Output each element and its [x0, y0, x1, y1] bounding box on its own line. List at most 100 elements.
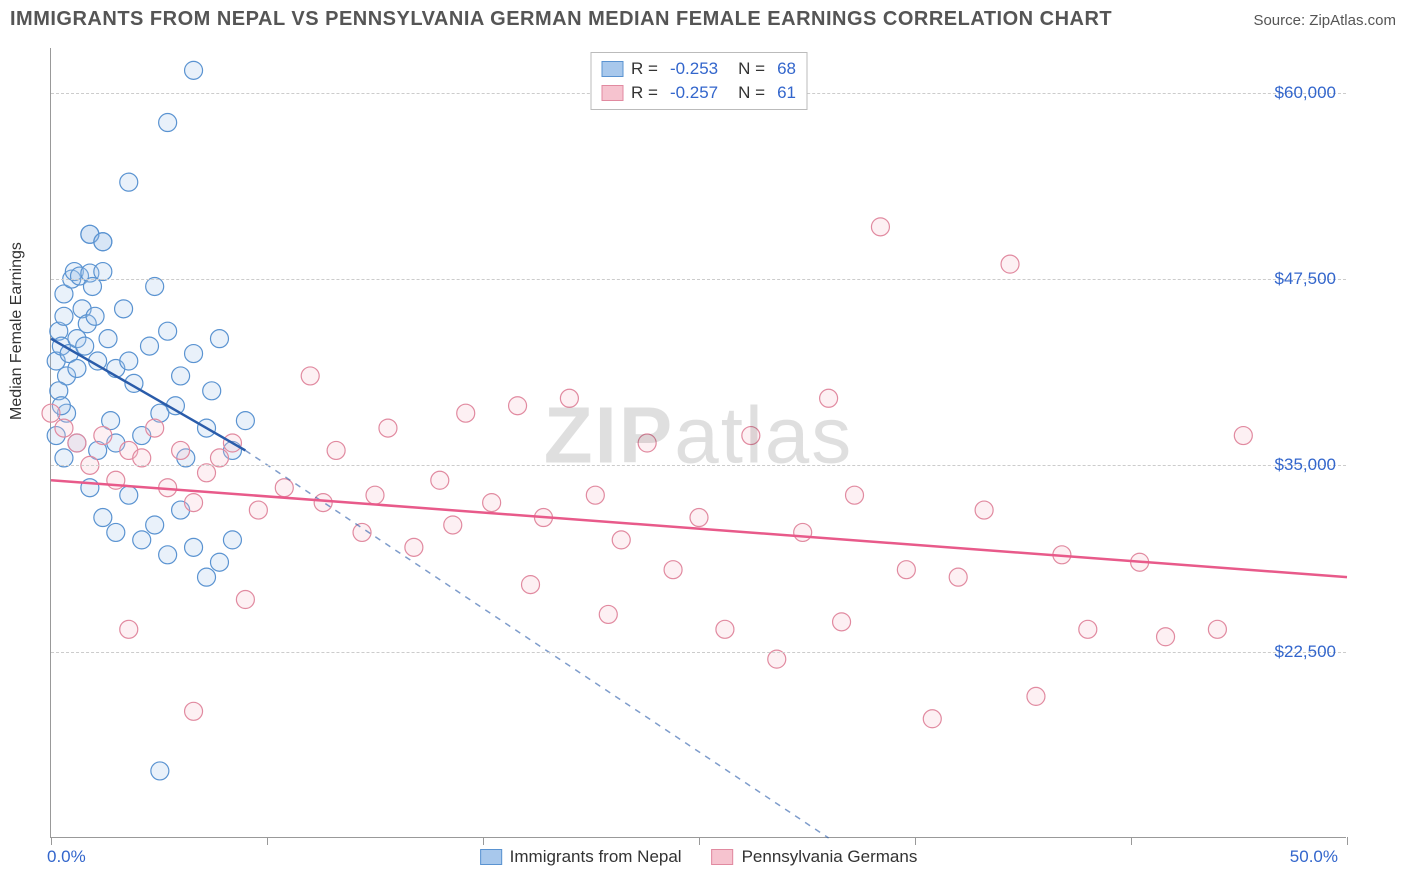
scatter-point — [198, 464, 216, 482]
scatter-point — [716, 620, 734, 638]
scatter-point — [55, 307, 73, 325]
scatter-point — [185, 538, 203, 556]
stat-n-label-2: N = — [738, 83, 765, 103]
scatter-point — [1027, 687, 1045, 705]
series-legend-item-1: Immigrants from Nepal — [480, 847, 682, 867]
x-tick — [1347, 837, 1348, 845]
scatter-point — [1157, 628, 1175, 646]
scatter-point — [1079, 620, 1097, 638]
scatter-point — [444, 516, 462, 534]
scatter-point — [275, 479, 293, 497]
x-tick — [915, 837, 916, 845]
x-tick — [699, 837, 700, 845]
scatter-point — [146, 516, 164, 534]
scatter-point — [107, 523, 125, 541]
scatter-point — [198, 568, 216, 586]
scatter-point — [897, 561, 915, 579]
series-legend: Immigrants from Nepal Pennsylvania Germa… — [480, 847, 918, 867]
scatter-point — [314, 494, 332, 512]
x-tick — [483, 837, 484, 845]
scatter-point — [68, 359, 86, 377]
scatter-point — [94, 263, 112, 281]
scatter-point — [120, 173, 138, 191]
scatter-point — [146, 419, 164, 437]
scatter-point — [99, 330, 117, 348]
scatter-point — [133, 449, 151, 467]
scatter-point — [820, 389, 838, 407]
scatter-point — [159, 546, 177, 564]
scatter-point — [185, 702, 203, 720]
swatch-bottom-1 — [480, 849, 502, 865]
scatter-point — [151, 762, 169, 780]
scatter-point — [457, 404, 475, 422]
scatter-point — [431, 471, 449, 489]
scatter-point — [1208, 620, 1226, 638]
scatter-point — [159, 322, 177, 340]
x-axis-label-min: 0.0% — [47, 847, 86, 867]
scatter-point — [120, 620, 138, 638]
x-tick — [51, 837, 52, 845]
scatter-point — [120, 486, 138, 504]
scatter-point — [55, 419, 73, 437]
scatter-svg — [51, 48, 1346, 837]
scatter-point — [133, 531, 151, 549]
scatter-point — [923, 710, 941, 728]
scatter-point — [1234, 427, 1252, 445]
scatter-point — [120, 352, 138, 370]
stat-r-label-2: R = — [631, 83, 658, 103]
scatter-point — [210, 330, 228, 348]
chart-source: Source: ZipAtlas.com — [1253, 12, 1396, 29]
scatter-point — [140, 337, 158, 355]
scatter-point — [599, 605, 617, 623]
series-name-2: Pennsylvania Germans — [742, 847, 918, 867]
scatter-point — [236, 591, 254, 609]
y-tick-label: $60,000 — [1275, 83, 1336, 103]
scatter-point — [379, 419, 397, 437]
scatter-point — [690, 509, 708, 527]
scatter-point — [249, 501, 267, 519]
trend-line-extrapolated — [245, 450, 828, 838]
gridline-h — [51, 279, 1346, 280]
y-axis-label: Median Female Earnings — [8, 242, 26, 420]
scatter-point — [560, 389, 578, 407]
scatter-point — [172, 367, 190, 385]
scatter-point — [768, 650, 786, 668]
stat-n-value-2: 61 — [777, 83, 796, 103]
stat-n-label-1: N = — [738, 59, 765, 79]
chart-plot-area: ZIPatlas R = -0.253 N = 68 R = -0.257 N … — [50, 48, 1346, 838]
swatch-series-1 — [601, 61, 623, 77]
scatter-point — [185, 345, 203, 363]
scatter-point — [236, 412, 254, 430]
scatter-point — [76, 337, 94, 355]
scatter-point — [172, 441, 190, 459]
scatter-point — [42, 404, 60, 422]
scatter-point — [185, 61, 203, 79]
stats-legend-row-1: R = -0.253 N = 68 — [601, 57, 796, 81]
scatter-point — [327, 441, 345, 459]
scatter-point — [949, 568, 967, 586]
scatter-point — [81, 479, 99, 497]
y-tick-label: $22,500 — [1275, 642, 1336, 662]
scatter-point — [975, 501, 993, 519]
scatter-point — [405, 538, 423, 556]
x-tick — [267, 837, 268, 845]
scatter-point — [203, 382, 221, 400]
scatter-point — [94, 233, 112, 251]
x-axis-label-max: 50.0% — [1290, 847, 1338, 867]
scatter-point — [846, 486, 864, 504]
stat-r-value-1: -0.253 — [670, 59, 718, 79]
scatter-point — [522, 576, 540, 594]
scatter-point — [210, 449, 228, 467]
scatter-point — [301, 367, 319, 385]
scatter-point — [55, 449, 73, 467]
scatter-point — [86, 307, 104, 325]
scatter-point — [794, 523, 812, 541]
scatter-point — [94, 427, 112, 445]
chart-header: IMMIGRANTS FROM NEPAL VS PENNSYLVANIA GE… — [10, 8, 1396, 31]
series-legend-item-2: Pennsylvania Germans — [712, 847, 918, 867]
scatter-point — [146, 277, 164, 295]
stat-r-value-2: -0.257 — [670, 83, 718, 103]
scatter-point — [185, 494, 203, 512]
stats-legend-row-2: R = -0.257 N = 61 — [601, 81, 796, 105]
stats-legend: R = -0.253 N = 68 R = -0.257 N = 61 — [590, 52, 807, 110]
